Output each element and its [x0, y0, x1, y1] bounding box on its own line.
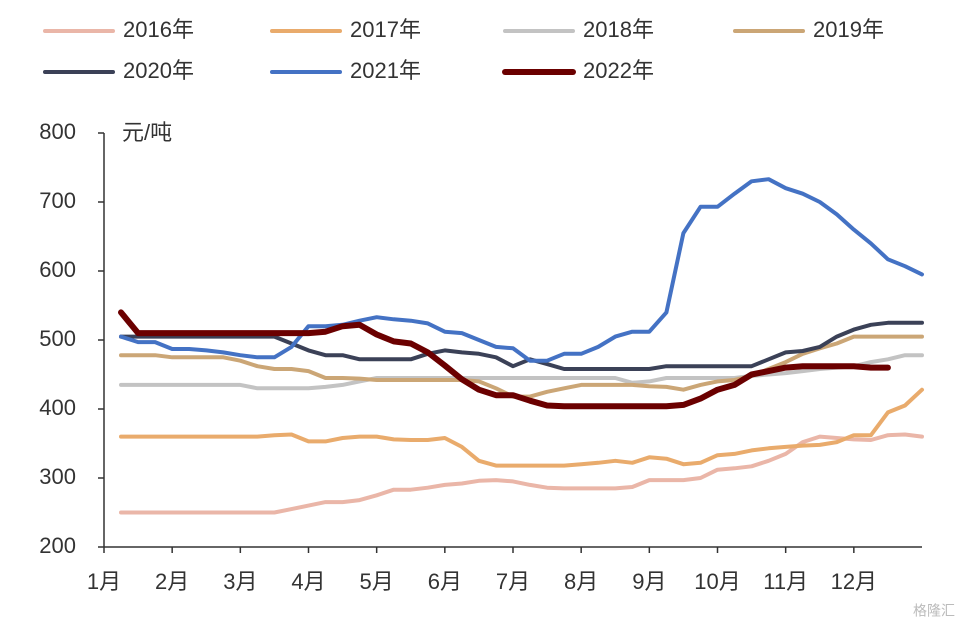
x-tick-label: 4月	[291, 569, 325, 594]
y-tick-label: 800	[39, 119, 76, 144]
legend-label: 2022年	[583, 58, 654, 83]
legend-label: 2019年	[813, 17, 884, 42]
legend-label: 2021年	[350, 58, 421, 83]
legend-label: 2016年	[123, 17, 194, 42]
legend-label: 2017年	[350, 17, 421, 42]
x-tick-label: 7月	[496, 569, 530, 594]
x-tick-label: 12月	[831, 569, 877, 594]
watermark: 格隆汇	[913, 603, 955, 619]
series-line	[118, 309, 891, 410]
y-tick-label: 400	[39, 395, 76, 420]
x-tick-label: 8月	[564, 569, 598, 594]
y-tick-label: 300	[39, 464, 76, 489]
y-tick-label: 500	[39, 326, 76, 351]
y-tick-label: 600	[39, 257, 76, 282]
legend-label: 2020年	[123, 58, 194, 83]
x-tick-label: 11月	[763, 569, 808, 594]
x-tick-label: 5月	[360, 569, 394, 594]
x-tick-label: 6月	[428, 569, 462, 594]
y-tick-label: 200	[39, 533, 76, 558]
x-tick-label: 9月	[632, 569, 666, 594]
series-line	[119, 177, 924, 363]
series-line	[119, 320, 924, 371]
y-tick-label: 700	[39, 188, 76, 213]
series-line	[119, 387, 924, 468]
series-line	[119, 432, 924, 515]
x-tick-label: 1月	[87, 569, 121, 594]
x-tick-label: 3月	[223, 569, 257, 594]
x-tick-label: 2月	[155, 569, 189, 594]
x-tick-label: 10月	[694, 569, 740, 594]
series-line	[119, 353, 924, 391]
y-axis-label: 元/吨	[122, 120, 172, 145]
legend-label: 2018年	[583, 17, 654, 42]
